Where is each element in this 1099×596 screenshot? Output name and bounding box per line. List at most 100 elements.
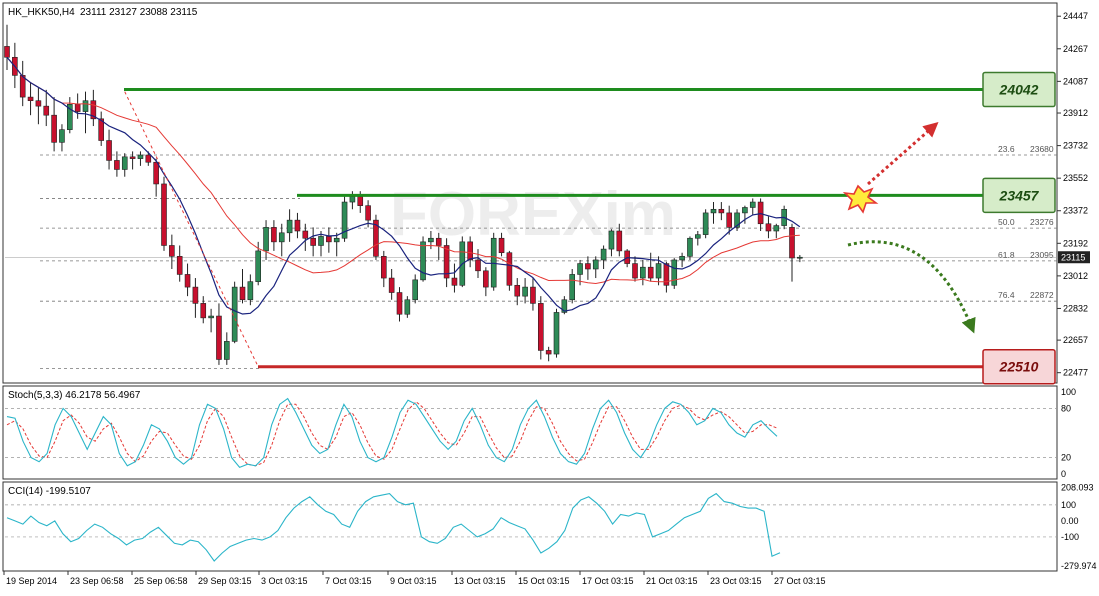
- candle-body: [412, 279, 419, 301]
- price-tick-label: 23732: [1063, 141, 1088, 151]
- fib-price-label: 23095: [1030, 250, 1054, 260]
- candle-body: [318, 236, 324, 246]
- candlestick-series: [4, 24, 803, 365]
- time-tick-label: 7 Oct 03:15: [325, 576, 372, 586]
- candle-body: [231, 286, 238, 342]
- price-tick-label: 24267: [1063, 44, 1088, 54]
- candle-body: [483, 270, 489, 288]
- candle-body: [310, 237, 316, 246]
- price-tick-label: 23372: [1063, 206, 1088, 216]
- up-arrow: [867, 122, 939, 186]
- candle-body: [98, 118, 104, 141]
- candle-body: [396, 292, 403, 315]
- candle-body: [451, 277, 458, 286]
- cci-axis: 208.093 100 0.00 -100 -279.974: [1061, 483, 1097, 571]
- candle-body: [742, 207, 748, 214]
- candle-body: [498, 237, 505, 254]
- price-tick-label: 24447: [1063, 11, 1088, 21]
- stoch-panel-frame: [2, 385, 1058, 480]
- candle-body: [679, 256, 685, 261]
- stoch-axis: 100 80 20 0: [1061, 387, 1076, 479]
- candle-body: [655, 263, 662, 279]
- candle-body: [718, 208, 725, 214]
- candle-body: [530, 286, 536, 304]
- candle-body: [671, 259, 678, 286]
- candle-body: [200, 303, 207, 319]
- time-tick-label: 23 Oct 03:15: [710, 576, 762, 586]
- price-tick-label: 24087: [1063, 76, 1088, 86]
- price-tick-label: 22832: [1063, 303, 1088, 313]
- stoch-title: Stoch(5,3,3) 46.2178 56.4967: [8, 390, 141, 401]
- time-tick-label: 3 Oct 03:15: [261, 576, 308, 586]
- cci-title: CCI(14) -199.5107: [8, 486, 91, 497]
- stoch-tick-label: 0: [1061, 469, 1066, 479]
- candle-body: [176, 256, 183, 275]
- moving-average-slow: [6, 56, 800, 285]
- candle-body: [789, 227, 795, 259]
- candle-body: [475, 259, 481, 272]
- time-tick-label: 23 Sep 06:58: [70, 576, 124, 586]
- candle-body: [797, 256, 803, 259]
- price-axis: 24447 24267 24087 23912 23732 23552 23372 23192…: [1057, 11, 1090, 378]
- candle-body: [687, 237, 693, 257]
- candle-body: [74, 104, 81, 112]
- candle-body: [537, 303, 544, 351]
- time-tick-label: 19 Sep 2014: [6, 576, 57, 586]
- resistance-23457-box: [982, 177, 1056, 214]
- fib-price-label: 23680: [1030, 144, 1054, 154]
- candle-body: [51, 114, 57, 143]
- candle-body: [710, 208, 717, 214]
- candle-body: [208, 315, 214, 319]
- time-tick-label: 27 Oct 03:15: [774, 576, 826, 586]
- candle-body: [600, 248, 607, 261]
- candle-body: [114, 160, 120, 170]
- price-tick-label: 23192: [1063, 238, 1088, 248]
- candle-body: [420, 241, 426, 281]
- candle-body: [169, 245, 175, 257]
- candle-body: [561, 299, 568, 313]
- cci-tick-label: -279.974: [1061, 561, 1097, 571]
- candle-body: [255, 250, 261, 282]
- ohlc-label: 23111 23127 23088 23115: [80, 7, 198, 18]
- fib-price-label: 23276: [1030, 217, 1054, 227]
- candle-body: [553, 312, 560, 355]
- candle-body: [522, 286, 528, 297]
- fib-level-label: 76.4: [998, 290, 1015, 300]
- fib-level-label: 23.6: [998, 144, 1015, 154]
- candle-body: [443, 245, 450, 279]
- candle-body: [380, 256, 387, 279]
- candle-body: [43, 105, 50, 116]
- candle-body: [4, 46, 10, 58]
- candle-body: [278, 232, 285, 243]
- candle-body: [373, 219, 379, 257]
- candle-body: [592, 259, 599, 270]
- current-price-box: [1058, 251, 1090, 264]
- candle-body: [302, 230, 309, 239]
- candle-body: [726, 212, 733, 228]
- time-tick-label: 13 Oct 03:15: [454, 576, 506, 586]
- candle-body: [616, 230, 623, 252]
- candle-body: [129, 156, 136, 159]
- candle-body: [90, 100, 97, 120]
- candle-body: [663, 263, 670, 286]
- support-22510-label: 22510: [999, 359, 1039, 375]
- candle-body: [357, 196, 364, 206]
- candle-body: [773, 225, 780, 232]
- price-tick-label: 22477: [1063, 368, 1088, 378]
- stoch-tick-label: 80: [1061, 403, 1071, 413]
- candle-body: [192, 286, 199, 304]
- cci-tick-label: -100: [1061, 532, 1079, 542]
- candle-body: [404, 299, 411, 315]
- candle-body: [247, 281, 254, 301]
- candle-body: [239, 286, 246, 301]
- cci-tick-label: 0.00: [1061, 516, 1079, 526]
- candle-body: [145, 154, 152, 163]
- cci-tick-label: 208.093: [1061, 483, 1094, 493]
- candle-body: [137, 154, 144, 159]
- candle-body: [435, 237, 442, 246]
- resistance-24042-box: [982, 71, 1056, 108]
- cci-panel-frame: [2, 481, 1058, 572]
- candle-body: [216, 315, 222, 360]
- candle-body: [632, 263, 638, 279]
- price-panel-frame: [2, 2, 1058, 384]
